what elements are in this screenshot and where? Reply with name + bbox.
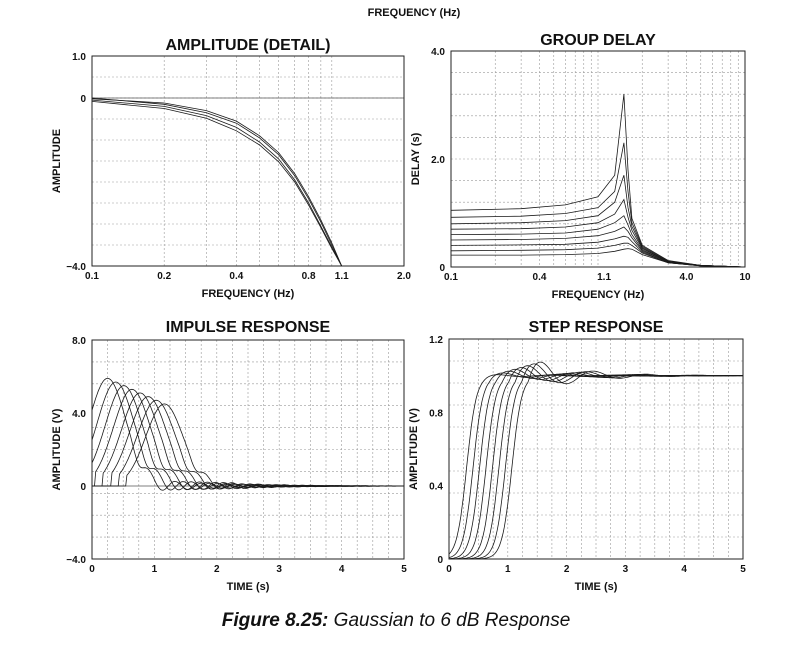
y-tick-label: 0.4 bbox=[429, 482, 443, 493]
plot-frame bbox=[450, 50, 746, 268]
series-group bbox=[91, 97, 343, 267]
grid bbox=[92, 340, 404, 559]
page-header: FREQUENCY (Hz) bbox=[368, 7, 461, 19]
y-axis-label: AMPLITUDE bbox=[51, 129, 63, 193]
y-tick-label: 1.0 bbox=[72, 52, 86, 63]
x-tick-label: 4 bbox=[681, 564, 687, 575]
x-tick-label: 0 bbox=[89, 564, 95, 575]
x-tick-label: 0.1 bbox=[444, 272, 458, 283]
y-tick-label: 0 bbox=[439, 263, 445, 274]
x-tick-label: 0.2 bbox=[157, 271, 171, 282]
series-line-7 bbox=[92, 399, 404, 490]
grid bbox=[92, 56, 404, 266]
y-axis-label: AMPLITUDE (V) bbox=[51, 408, 63, 490]
chart-title: AMPLITUDE (DETAIL) bbox=[165, 37, 330, 54]
chart-title: GROUP DELAY bbox=[540, 32, 656, 49]
series-line-6 bbox=[450, 226, 746, 268]
x-tick-label: 2 bbox=[564, 564, 570, 575]
series-line-4 bbox=[91, 101, 343, 267]
x-axis-label: FREQUENCY (Hz) bbox=[202, 288, 295, 300]
plot-frame bbox=[448, 338, 744, 560]
x-tick-label: 5 bbox=[401, 564, 407, 575]
y-tick-label: 4.0 bbox=[431, 47, 445, 58]
series-line-1 bbox=[450, 94, 746, 268]
series-line-8 bbox=[92, 403, 404, 490]
figure-caption: Figure 8.25: Gaussian to 6 dB Response bbox=[0, 610, 792, 632]
series-line-9 bbox=[451, 248, 746, 268]
y-tick-label: 8.0 bbox=[72, 336, 86, 347]
x-tick-label: 2.0 bbox=[397, 271, 411, 282]
x-tick-label: 0 bbox=[446, 564, 452, 575]
x-tick-label: 0.1 bbox=[85, 271, 99, 282]
x-tick-label: 2 bbox=[214, 564, 220, 575]
plot-frame bbox=[91, 339, 405, 560]
series-line-1 bbox=[91, 97, 343, 267]
x-tick-label: 0.4 bbox=[533, 272, 547, 283]
series-line-8 bbox=[449, 361, 743, 560]
y-tick-label: −4.0 bbox=[66, 555, 86, 566]
y-tick-label: 0 bbox=[80, 482, 86, 493]
x-tick-label: 1.1 bbox=[597, 272, 611, 283]
series-line-2 bbox=[450, 142, 746, 268]
x-tick-label: 0.8 bbox=[302, 271, 316, 282]
chart-title: IMPULSE RESPONSE bbox=[166, 319, 331, 336]
caption-text: Gaussian to 6 dB Response bbox=[328, 610, 571, 631]
series-line-3 bbox=[91, 98, 343, 267]
y-tick-label: 0 bbox=[80, 94, 86, 105]
plot-frame bbox=[91, 55, 405, 267]
chart-title: STEP RESPONSE bbox=[529, 319, 664, 336]
x-axis-label: TIME (s) bbox=[227, 581, 270, 593]
caption-label: Figure 8.25: bbox=[221, 610, 329, 631]
chart-4: STEP RESPONSE 0 1 2 3 4 5 1.2 0.8 0.4 0 TIME (s) AMP… bbox=[408, 319, 746, 593]
y-tick-label: 2.0 bbox=[431, 155, 445, 166]
x-tick-label: 4 bbox=[339, 564, 345, 575]
series-line-2 bbox=[91, 99, 343, 267]
x-tick-label: 4.0 bbox=[680, 272, 694, 283]
x-axis-label: TIME (s) bbox=[575, 581, 618, 593]
y-axis-label: AMPLITUDE (V) bbox=[408, 408, 420, 490]
x-tick-label: 3 bbox=[623, 564, 629, 575]
x-axis-label: FREQUENCY (Hz) bbox=[552, 289, 645, 301]
series-group bbox=[450, 94, 746, 268]
series-line-4 bbox=[450, 198, 746, 268]
y-tick-label: 0.8 bbox=[429, 408, 443, 419]
x-tick-label: 3 bbox=[276, 564, 282, 575]
x-tick-label: 1 bbox=[505, 564, 511, 575]
y-tick-label: 1.2 bbox=[429, 335, 443, 346]
chart-2: GROUP DELAY 0.1 0.4 1.1 4.0 10 4.0 2.0 0 FREQUENC… bbox=[410, 32, 751, 301]
x-tick-label: 1.1 bbox=[335, 271, 349, 282]
x-tick-label: 5 bbox=[740, 564, 746, 575]
y-tick-label: −4.0 bbox=[66, 262, 86, 273]
series-group bbox=[91, 378, 404, 491]
y-tick-label: 4.0 bbox=[72, 409, 86, 420]
y-axis-label: DELAY (s) bbox=[410, 132, 422, 185]
x-tick-label: 0.4 bbox=[229, 271, 243, 282]
y-tick-label: 0 bbox=[437, 555, 443, 566]
chart-1: AMPLITUDE (DETAIL) 0.1 0.2 0.4 0.8 1.1 2.0 1.0 0… bbox=[51, 37, 411, 300]
x-tick-label: 1 bbox=[152, 564, 158, 575]
x-tick-label: 10 bbox=[739, 272, 751, 283]
series-group bbox=[448, 361, 743, 560]
